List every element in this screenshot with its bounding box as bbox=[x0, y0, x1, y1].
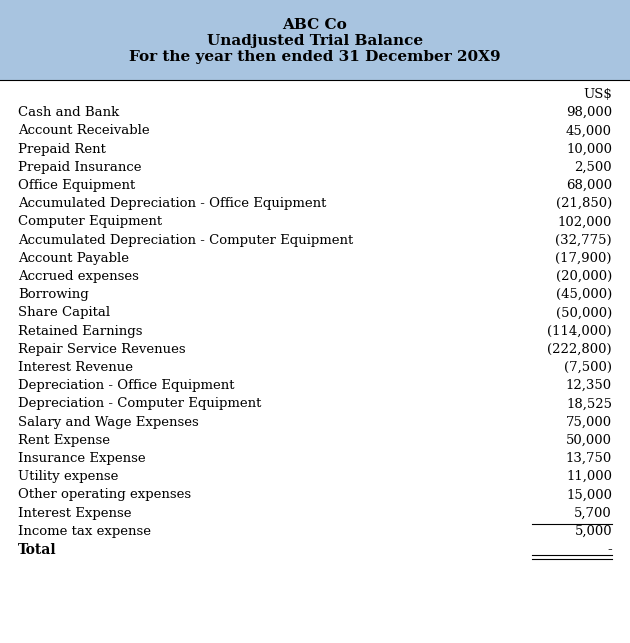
Text: 18,525: 18,525 bbox=[566, 397, 612, 410]
Text: Accumulated Depreciation - Computer Equipment: Accumulated Depreciation - Computer Equi… bbox=[18, 233, 353, 247]
Text: Other operating expenses: Other operating expenses bbox=[18, 489, 191, 502]
Text: 102,000: 102,000 bbox=[558, 215, 612, 228]
Text: (50,000): (50,000) bbox=[556, 307, 612, 320]
Text: Total: Total bbox=[18, 543, 57, 557]
Text: Rent Expense: Rent Expense bbox=[18, 434, 110, 447]
Text: -: - bbox=[607, 543, 612, 557]
Text: (222,800): (222,800) bbox=[547, 343, 612, 356]
Text: 5,700: 5,700 bbox=[575, 507, 612, 520]
Text: 13,750: 13,750 bbox=[566, 452, 612, 465]
Text: Unadjusted Trial Balance: Unadjusted Trial Balance bbox=[207, 34, 423, 48]
Text: Account Payable: Account Payable bbox=[18, 252, 129, 265]
Text: 45,000: 45,000 bbox=[566, 124, 612, 138]
Text: Cash and Bank: Cash and Bank bbox=[18, 106, 119, 119]
Text: Depreciation - Computer Equipment: Depreciation - Computer Equipment bbox=[18, 397, 261, 410]
Text: Retained Earnings: Retained Earnings bbox=[18, 325, 142, 338]
Text: Computer Equipment: Computer Equipment bbox=[18, 215, 162, 228]
Text: (7,500): (7,500) bbox=[564, 361, 612, 374]
Text: Salary and Wage Expenses: Salary and Wage Expenses bbox=[18, 415, 198, 429]
Text: (114,000): (114,000) bbox=[547, 325, 612, 338]
Text: Depreciation - Office Equipment: Depreciation - Office Equipment bbox=[18, 379, 234, 392]
Text: 75,000: 75,000 bbox=[566, 415, 612, 429]
Text: For the year then ended 31 December 20X9: For the year then ended 31 December 20X9 bbox=[129, 50, 501, 64]
Text: (20,000): (20,000) bbox=[556, 270, 612, 283]
Text: Borrowing: Borrowing bbox=[18, 288, 89, 301]
Text: Office Equipment: Office Equipment bbox=[18, 179, 135, 192]
Text: (21,850): (21,850) bbox=[556, 197, 612, 210]
Text: 11,000: 11,000 bbox=[566, 470, 612, 483]
Text: 98,000: 98,000 bbox=[566, 106, 612, 119]
Text: Interest Revenue: Interest Revenue bbox=[18, 361, 133, 374]
Text: 15,000: 15,000 bbox=[566, 489, 612, 502]
Text: Interest Expense: Interest Expense bbox=[18, 507, 132, 520]
Text: Accumulated Depreciation - Office Equipment: Accumulated Depreciation - Office Equipm… bbox=[18, 197, 326, 210]
Text: Accrued expenses: Accrued expenses bbox=[18, 270, 139, 283]
Text: 12,350: 12,350 bbox=[566, 379, 612, 392]
Text: 10,000: 10,000 bbox=[566, 143, 612, 156]
Text: (45,000): (45,000) bbox=[556, 288, 612, 301]
Text: Prepaid Insurance: Prepaid Insurance bbox=[18, 161, 142, 174]
Text: 50,000: 50,000 bbox=[566, 434, 612, 447]
Text: Prepaid Rent: Prepaid Rent bbox=[18, 143, 106, 156]
Text: 5,000: 5,000 bbox=[575, 525, 612, 538]
Text: Account Receivable: Account Receivable bbox=[18, 124, 150, 138]
Text: Utility expense: Utility expense bbox=[18, 470, 118, 483]
Text: ABC Co: ABC Co bbox=[283, 18, 347, 32]
Text: 2,500: 2,500 bbox=[575, 161, 612, 174]
Text: (32,775): (32,775) bbox=[556, 233, 612, 247]
Text: (17,900): (17,900) bbox=[556, 252, 612, 265]
Text: Income tax expense: Income tax expense bbox=[18, 525, 151, 538]
FancyBboxPatch shape bbox=[0, 0, 630, 80]
Text: 68,000: 68,000 bbox=[566, 179, 612, 192]
Text: Share Capital: Share Capital bbox=[18, 307, 110, 320]
Text: Insurance Expense: Insurance Expense bbox=[18, 452, 146, 465]
Text: US$: US$ bbox=[583, 88, 612, 101]
Text: Repair Service Revenues: Repair Service Revenues bbox=[18, 343, 186, 356]
